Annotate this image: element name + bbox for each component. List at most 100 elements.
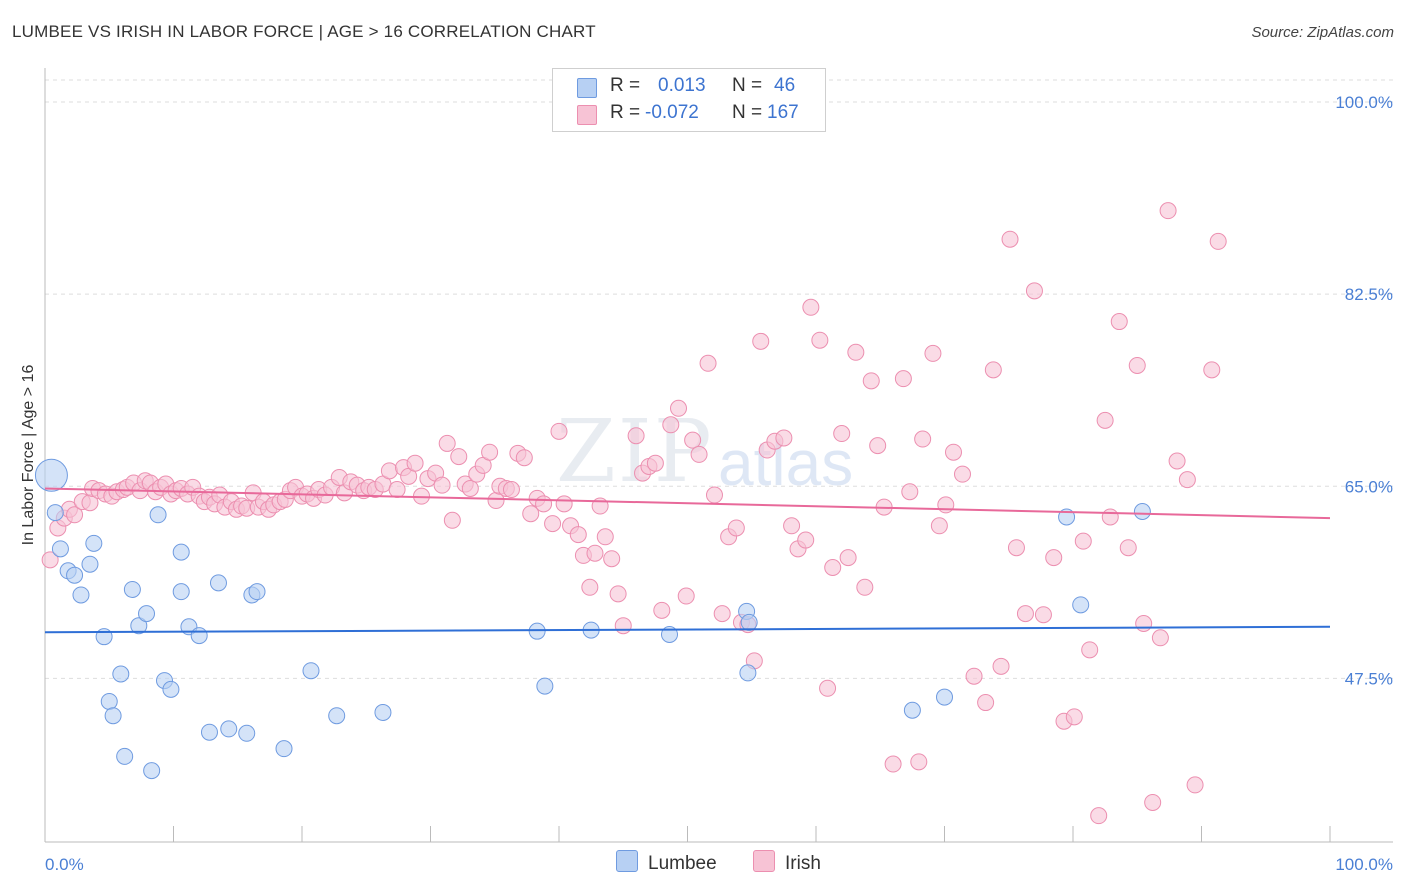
irish-point [984, 361, 1002, 379]
irish-point [433, 476, 451, 494]
irish-point [614, 617, 632, 635]
lumbee-point [130, 617, 148, 635]
irish-point [802, 298, 820, 316]
irish-point [1168, 452, 1186, 470]
irish-point [1159, 202, 1177, 220]
irish-point [1135, 615, 1153, 633]
irish-point [515, 449, 533, 467]
irish-point [910, 753, 928, 771]
y-axis-label: In Labor Force | Age > 16 [20, 365, 37, 546]
y-tick-label: 100.0% [1335, 93, 1393, 112]
irish-point [41, 551, 59, 569]
irish-point [388, 481, 406, 499]
watermark-zip: ZIP [556, 402, 714, 502]
lumbee-point [275, 740, 293, 758]
irish-point [930, 517, 948, 535]
irish-point [443, 511, 461, 529]
irish-point [1001, 230, 1019, 248]
lumbee-n-label: N = [732, 75, 763, 96]
irish-n-value: 167 [767, 102, 799, 123]
irish-point [586, 544, 604, 562]
irish-point [662, 416, 680, 434]
lumbee-point [172, 543, 190, 561]
irish-point [581, 578, 599, 596]
irish-point [461, 479, 479, 497]
correlation-legend: R = 0.013 N = 46 R = -0.072 N = 167 [552, 68, 826, 132]
lumbee-point [104, 707, 122, 725]
irish-trend-line [44, 487, 1331, 520]
irish-point [977, 694, 995, 712]
irish-point [727, 519, 745, 537]
lumbee-point [162, 680, 180, 698]
irish-point [1151, 629, 1169, 647]
source-credit: Source: ZipAtlas.com [1251, 24, 1394, 41]
lumbee-point [209, 574, 227, 592]
legend-row-irish: R = -0.072 N = 167 [553, 102, 825, 128]
bottom-legend-lumbee: Lumbee [616, 850, 717, 875]
irish-point [596, 528, 614, 546]
y-tick-label: 82.5% [1345, 285, 1393, 304]
lumbee-point [328, 707, 346, 725]
irish-r-value: -0.072 [645, 102, 699, 123]
lumbee-point [34, 458, 68, 492]
bottom-lumbee-swatch [616, 850, 638, 872]
bottom-lumbee-label: Lumbee [648, 853, 717, 874]
lumbee-point [143, 762, 161, 780]
lumbee-point [46, 504, 64, 522]
lumbee-swatch [577, 78, 597, 98]
lumbee-point [149, 506, 167, 524]
lumbee-point [248, 583, 266, 601]
lumbee-point [200, 723, 218, 741]
irish-point [653, 601, 671, 619]
lumbee-n-value: 46 [774, 75, 796, 96]
irish-point [1209, 232, 1227, 250]
irish-point [856, 578, 874, 596]
axes-layer [44, 68, 1393, 843]
lumbee-point [112, 665, 130, 683]
y-tick-label: 65.0% [1345, 477, 1393, 496]
lumbee-r-value: 0.013 [658, 75, 706, 96]
irish-point [481, 443, 499, 461]
irish-point [965, 667, 983, 685]
irish-point [699, 354, 717, 372]
irish-point [1090, 807, 1108, 825]
lumbee-point [51, 540, 69, 558]
irish-point [775, 429, 793, 447]
irish-point [609, 585, 627, 603]
irish-point [869, 437, 887, 455]
lumbee-point [116, 747, 134, 765]
lumbee-point [1072, 596, 1090, 614]
lumbee-point [138, 605, 156, 623]
irish-point [646, 454, 664, 472]
irish-point [522, 505, 540, 523]
irish-point [1144, 793, 1162, 811]
irish-point [824, 559, 842, 577]
lumbee-point [123, 580, 141, 598]
lumbee-point [903, 701, 921, 719]
irish-point [1007, 539, 1025, 557]
irish-point [677, 587, 695, 605]
irish-point [884, 755, 902, 773]
irish-point [847, 343, 865, 361]
irish-point [603, 550, 621, 568]
irish-point [1096, 411, 1114, 429]
irish-point [862, 372, 880, 390]
irish-point [914, 430, 932, 448]
irish-point [66, 506, 84, 524]
irish-point [819, 679, 837, 697]
chart-title: LUMBEE VS IRISH IN LABOR FORCE | AGE > 1… [12, 22, 596, 41]
irish-point [953, 465, 971, 483]
legend-row-lumbee: R = 0.013 N = 46 [553, 75, 825, 101]
irish-point [1025, 282, 1043, 300]
lumbee-trend-line [44, 625, 1331, 634]
irish-point [684, 431, 702, 449]
irish-point [1101, 508, 1119, 526]
irish-point [992, 657, 1010, 675]
irish-point [1065, 708, 1083, 726]
lumbee-point [190, 627, 208, 645]
lumbee-point [1133, 503, 1151, 521]
irish-point [705, 486, 723, 504]
irish-point [1178, 471, 1196, 489]
irish-swatch [577, 105, 597, 125]
irish-point [1074, 532, 1092, 550]
